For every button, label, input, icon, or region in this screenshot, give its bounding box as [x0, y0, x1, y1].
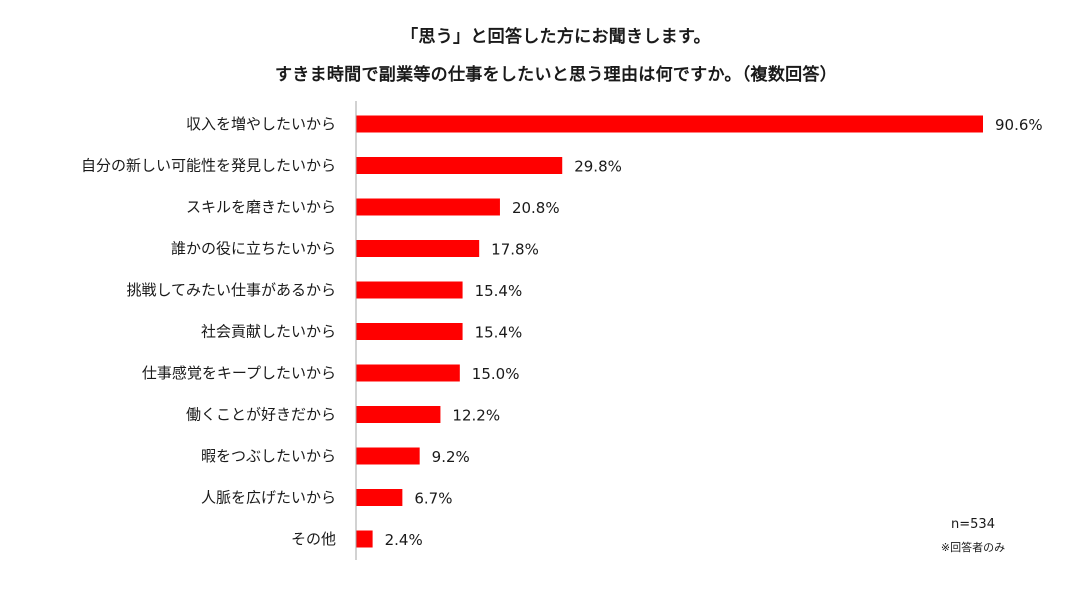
value-label: 90.6%	[995, 116, 1043, 134]
category-label: その他	[291, 530, 336, 548]
bar	[356, 406, 441, 423]
bar	[356, 530, 373, 548]
bar	[356, 489, 403, 506]
category-label: 自分の新しい可能性を発見したいから	[81, 157, 336, 175]
category-label: 働くことが好きだから	[186, 406, 336, 424]
bar	[356, 157, 563, 174]
category-label: 仕事感覚をキープしたいから	[142, 364, 336, 382]
value-label: 29.8%	[574, 158, 622, 176]
bar	[356, 115, 983, 133]
value-label: 6.7%	[414, 490, 452, 508]
value-label: 15.4%	[475, 324, 523, 342]
category-label: 暇をつぶしたいから	[201, 447, 336, 465]
bar	[356, 447, 420, 465]
category-label: 誰かの役に立ちたいから	[171, 240, 336, 258]
sample-size-note: n=534	[951, 517, 995, 532]
category-label: 挑戦してみたい仕事があるから	[126, 281, 336, 299]
bar	[356, 364, 460, 382]
value-label: 15.4%	[475, 282, 523, 300]
bar	[356, 198, 500, 216]
respondents-only-note: ※回答者のみ	[940, 541, 1006, 554]
value-label: 17.8%	[491, 241, 539, 259]
bar	[356, 281, 463, 299]
bar	[356, 323, 463, 340]
bars-group: 収入を増やしたいから 90.6% 自分の新しい可能性を発見したいから 29.8% スキル…	[81, 115, 1043, 549]
bar	[356, 240, 480, 257]
value-label: 12.2%	[452, 407, 500, 425]
chart-title-line2: すきま時間で副業等の仕事をしたいと思う理由は何ですか。（複数回答）	[274, 65, 838, 85]
value-label: 2.4%	[385, 531, 423, 549]
value-label: 20.8%	[512, 199, 560, 217]
category-label: スキルを磨きたいから	[186, 198, 336, 216]
value-label: 15.0%	[472, 365, 520, 383]
chart-title-line1: 「思う」と回答した方にお聞きします。	[401, 27, 711, 47]
value-label: 9.2%	[432, 448, 470, 466]
category-label: 収入を増やしたいから	[186, 115, 336, 133]
category-label: 社会貢献したいから	[201, 323, 336, 341]
category-label: 人脈を広げたいから	[201, 489, 336, 507]
